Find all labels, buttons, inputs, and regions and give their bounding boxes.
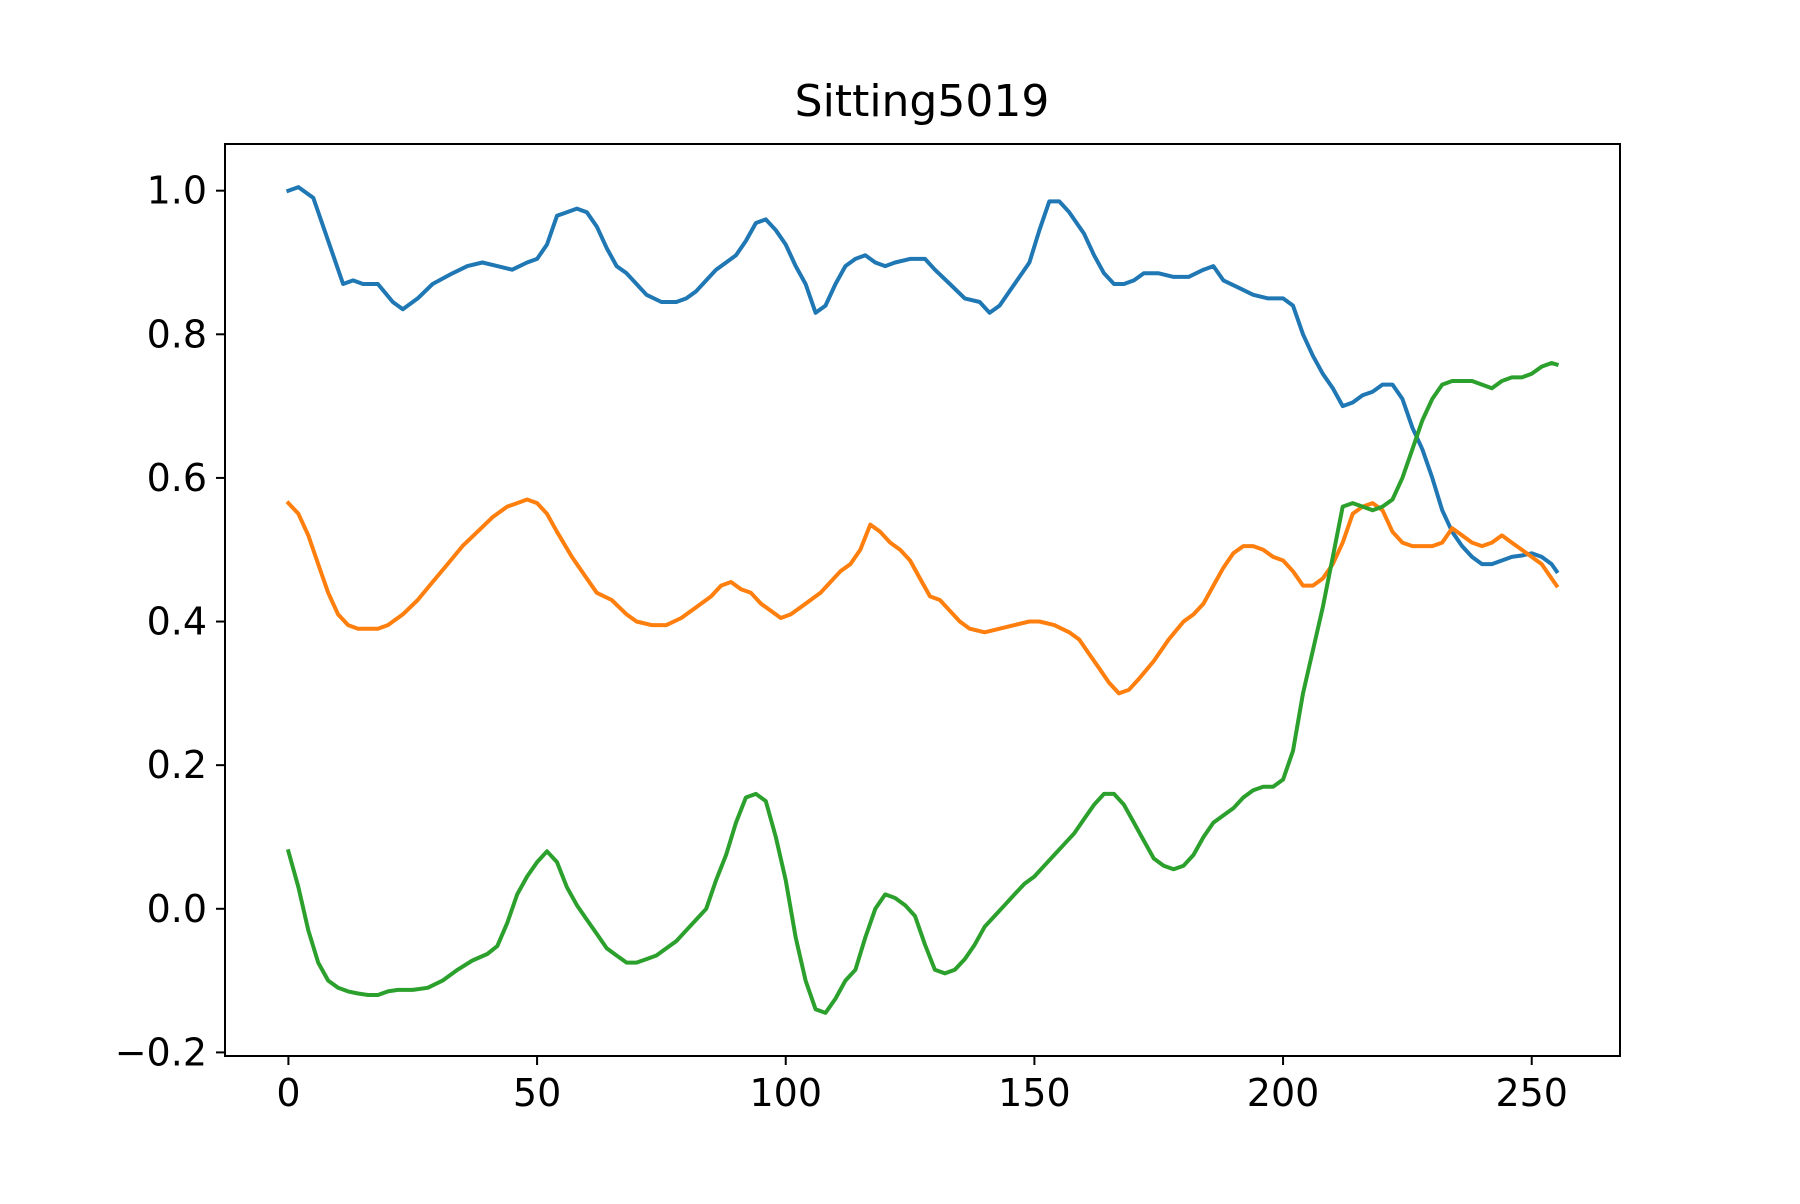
x-tick-label: 200 (1247, 1071, 1320, 1115)
x-tick-label: 0 (276, 1071, 300, 1115)
x-tick-label: 250 (1495, 1071, 1568, 1115)
axes-frame (224, 143, 1621, 1057)
series-line-1 (285, 185, 1560, 575)
y-tick-label: 0.6 (147, 456, 207, 500)
x-tick-label: 50 (513, 1071, 561, 1115)
series-line-3 (285, 361, 1560, 1015)
plot-area (225, 144, 1620, 1056)
y-tick-label: 1.0 (147, 169, 207, 213)
y-tick-label: −0.2 (115, 1030, 207, 1074)
series-layer (285, 185, 1560, 1015)
x-tick-label: 150 (998, 1071, 1071, 1115)
y-tick-label: 0.2 (147, 743, 207, 787)
series-line-2 (285, 497, 1560, 696)
chart-title: Sitting5019 (795, 76, 1050, 127)
y-tick-label: 0.4 (147, 600, 207, 644)
x-tick-label: 100 (749, 1071, 822, 1115)
y-tick-label: 0.8 (147, 312, 207, 356)
x-axis: 0 50 100 150 200 250 (276, 1056, 1568, 1115)
y-axis: −0.2 0.0 0.2 0.4 0.6 0.8 1.0 (115, 169, 225, 1074)
y-tick-label: 0.0 (147, 887, 207, 931)
